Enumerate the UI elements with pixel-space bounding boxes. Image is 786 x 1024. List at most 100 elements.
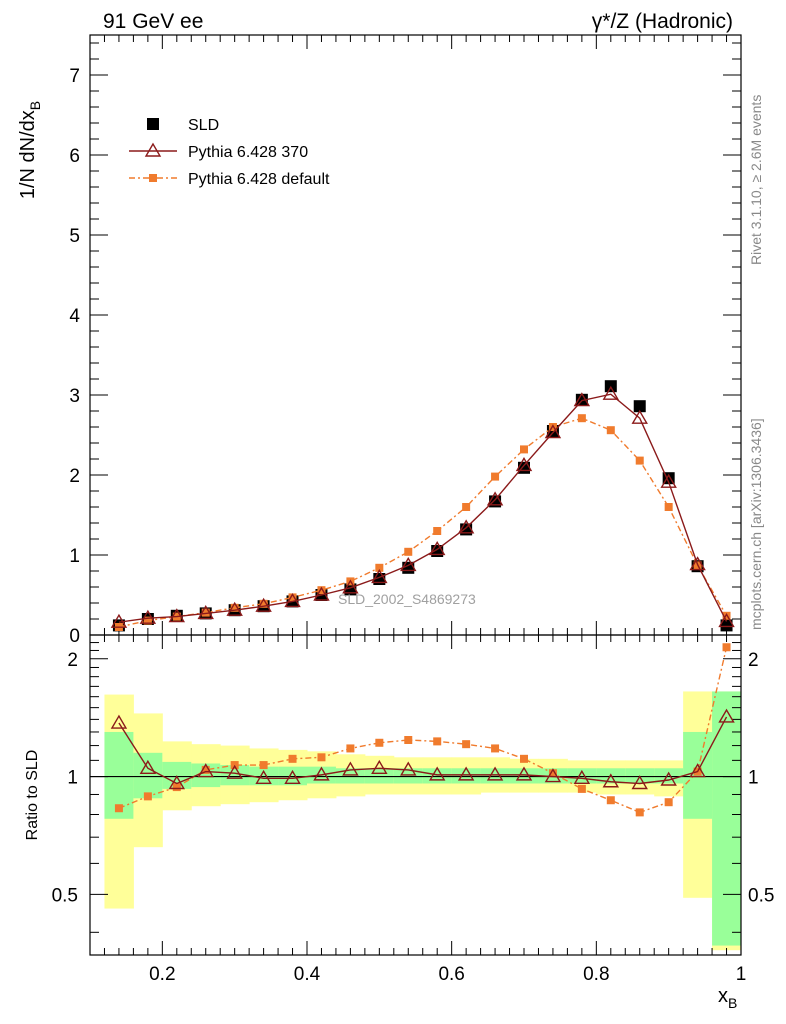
data-point: [548, 769, 557, 778]
band-inner-bin: [712, 691, 742, 946]
data-point: [110, 613, 128, 628]
data-point: [110, 714, 128, 729]
data-point: [400, 761, 417, 776]
data-point: [404, 547, 413, 556]
data-point: [172, 783, 181, 792]
data-point: [660, 473, 677, 488]
data-point: [143, 792, 152, 801]
data-point: [520, 754, 528, 763]
data-point: [197, 763, 214, 778]
data-point: [577, 784, 586, 793]
watermark-analysis-id: SLD_2002_S4869273: [338, 591, 476, 607]
legend-label: Pythia 6.428 default: [188, 171, 330, 188]
data-point: [602, 773, 620, 788]
data-point: [518, 461, 530, 474]
main-y-tick-label: 7: [69, 66, 80, 87]
data-point: [462, 503, 471, 511]
main-y-tick-label: 5: [69, 226, 80, 247]
data-point: [342, 579, 359, 594]
data-point: [114, 804, 123, 813]
data-point: [573, 769, 591, 784]
data-point: [520, 445, 528, 454]
data-point: [428, 766, 446, 781]
main-ylabel-sub: B: [27, 101, 43, 110]
band-inner-bin: [364, 768, 395, 784]
left-title: 91 GeV ee: [103, 10, 203, 33]
legend-marker: [144, 142, 162, 157]
data-point: [433, 527, 442, 535]
data-point: [577, 414, 586, 423]
data-point: [515, 457, 533, 472]
main-y-tick-label: 0: [69, 626, 80, 647]
series-line: [118, 716, 728, 785]
band-inner-bin: [422, 768, 453, 784]
data-point: [168, 775, 186, 790]
axes-frames: 0.2 0.4 0.6 0.8 1 0 1 2 3 4 5 6 7 0.5 0.5 1 1 2 2: [52, 34, 774, 985]
data-point: [230, 603, 239, 612]
data-point: [689, 556, 706, 571]
ratio-y-tick-label-right: 0.5: [748, 885, 774, 906]
data-point: [631, 775, 648, 790]
ratio-y-tick-label: 2: [67, 650, 78, 671]
data-point: [255, 597, 272, 612]
data-point: [491, 744, 500, 753]
ratio-y-tick-label: 0.5: [52, 885, 78, 906]
data-point: [635, 456, 644, 465]
data-point: [486, 766, 504, 781]
band-inner-bin: [451, 768, 482, 784]
data-point: [720, 619, 733, 632]
main-ylabel-text: 1/N dN/dx: [17, 110, 39, 199]
band-inner-bin: [335, 768, 366, 784]
x-tick-label: 0.4: [294, 964, 321, 985]
legend-marker: [149, 174, 157, 182]
data-point: [371, 569, 388, 584]
data-point: [664, 798, 673, 807]
data-point: [284, 769, 301, 784]
ratio-y-tick-label-right: 2: [748, 650, 759, 671]
x-tick-label: 0.2: [149, 964, 175, 985]
data-point: [633, 400, 646, 413]
data-point: [606, 796, 615, 805]
data-point: [631, 409, 648, 424]
data-point: [375, 738, 384, 747]
main-y-tick-label: 1: [69, 546, 80, 567]
data-point: [288, 754, 297, 763]
series-line: [118, 393, 728, 623]
data-point: [317, 586, 326, 595]
data-point: [284, 593, 301, 608]
band-inner-bin: [393, 768, 424, 784]
ratio-panel-frame: [89, 634, 742, 956]
data-point: [457, 519, 475, 534]
data-point: [168, 608, 186, 623]
legend-marker: [147, 118, 159, 130]
x-tick-label: 0.6: [438, 964, 464, 985]
data-point: [544, 424, 562, 439]
data-point: [201, 765, 210, 774]
band-inner-bin: [480, 768, 511, 784]
legend: SLD Pythia 6.428 370 Pythia 6.428 default: [129, 117, 330, 188]
data-point: [226, 764, 243, 779]
ratio-y-tick-label: 1: [67, 768, 78, 789]
ratio-y-axis-label: Ratio to SLD: [24, 750, 41, 841]
main-y-tick-label: 4: [69, 306, 80, 327]
data-point: [689, 763, 706, 778]
main-y-axis-label: 1/N dN/dxB: [17, 101, 43, 199]
data-point: [602, 385, 620, 400]
data-point: [489, 495, 502, 508]
main-y-tick-label: 3: [69, 386, 80, 407]
data-point: [371, 759, 388, 774]
data-point: [548, 423, 557, 431]
data-point: [375, 563, 384, 572]
rivet-side-label: Rivet 3.1.10, ≥ 2.6M events: [748, 95, 764, 265]
data-series: [110, 380, 735, 817]
ratio-uncertainty-bands: [104, 691, 742, 951]
ratio-y-tick-label-right: 1: [748, 768, 759, 789]
data-point: [317, 753, 326, 762]
data-point: [722, 643, 731, 652]
data-point: [139, 609, 157, 624]
data-point: [491, 472, 500, 481]
data-point: [346, 744, 355, 753]
band-inner-bin: [191, 763, 221, 788]
x-tick-label: 1: [736, 964, 747, 985]
